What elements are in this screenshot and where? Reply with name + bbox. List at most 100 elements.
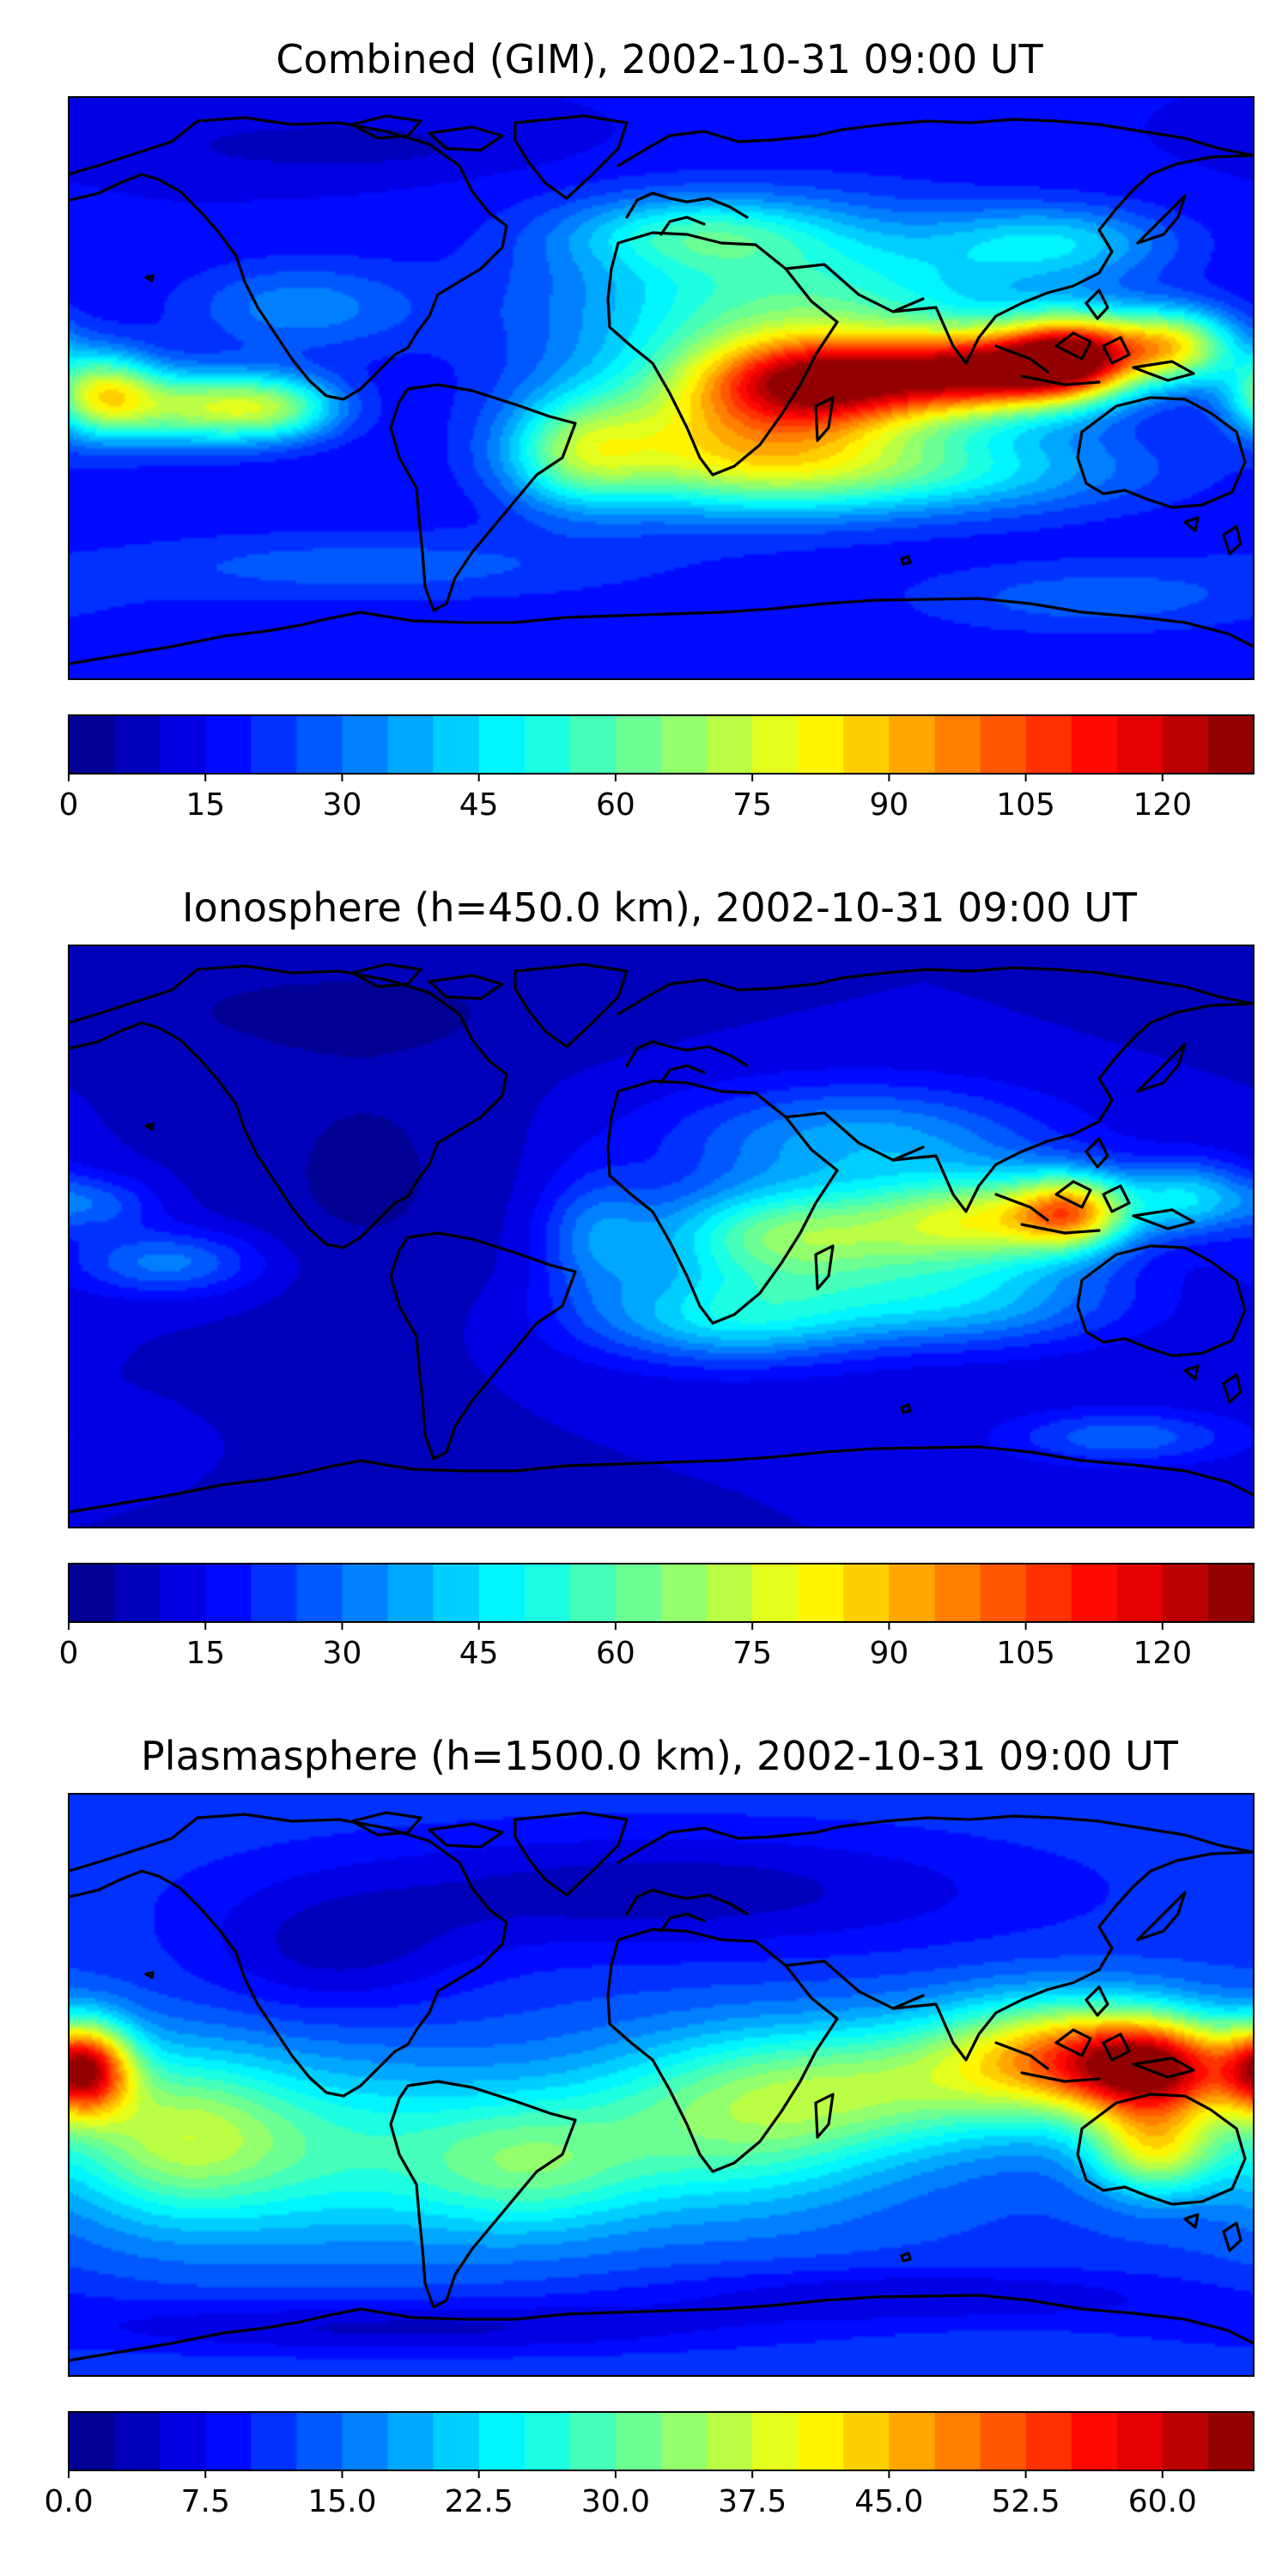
colorbar-bin [798,715,844,774]
colorbar-bin [205,715,252,774]
colorbar-bin [843,715,890,774]
colorbar: 0 15 30 45 60 75 90 105 120 [59,714,1255,823]
colorbar-bin [1116,715,1163,774]
colorbar-bin [114,715,161,774]
colorbar-bin [843,1564,890,1622]
colorbar-bin [205,2412,252,2470]
colorbar-bin [889,1564,936,1622]
map-frame [68,96,1255,680]
colorbar-bin [1025,1564,1072,1622]
colorbar-bin [934,715,981,774]
colorbar-frame [68,1563,1255,1623]
colorbar-tick-label: 90 [869,1636,908,1671]
colorbar-tick-label: 22.5 [445,2484,513,2519]
colorbar-bin [1025,715,1072,774]
colorbar-bin [980,2412,1027,2470]
colorbar-bin [980,715,1027,774]
colorbar-bin [980,1564,1027,1622]
colorbar-bin [707,2412,753,2470]
colorbar-bin [69,715,115,774]
colorbar-frame [68,714,1255,775]
colorbar-bin [1116,1564,1163,1622]
colorbar-bin [707,1564,753,1622]
colorbar-bin [707,715,753,774]
panel-title: Ionosphere (h=450.0 km), 2002-10-31 09:0… [182,884,1138,931]
colorbar-bin [251,715,297,774]
colorbar-bin [798,2412,844,2470]
colorbar-tick-label: 105 [996,1636,1055,1671]
panel-title: Plasmasphere (h=1500.0 km), 2002-10-31 0… [141,1733,1179,1779]
colorbar-tick-label: 15.0 [307,2484,376,2519]
colorbar-bin [1162,2412,1209,2470]
colorbar-bin [615,1564,662,1622]
colorbar-tick-label: 30 [323,1636,362,1671]
colorbar-tick-label: 45 [459,787,499,823]
colorbar-bin [1207,1564,1255,1622]
colorbar-bin [251,2412,297,2470]
colorbar-tick-label: 60 [596,1636,635,1671]
map-frame [68,1793,1255,2377]
colorbar-tick-label: 75 [732,1636,772,1671]
colorbar-bin [889,2412,936,2470]
colorbar-bin [1162,1564,1209,1622]
colorbar-bin [661,715,708,774]
colorbar-bin [478,1564,526,1622]
colorbar-bin [478,2412,526,2470]
colorbar-bin [433,715,480,774]
colorbar-bin [569,715,617,774]
colorbar-tick-label: 30 [323,787,362,823]
colorbar-bin [478,715,526,774]
colorbar-bin [160,715,206,774]
colorbar-bin [615,2412,662,2470]
colorbar-tick-label: 60.0 [1128,2484,1197,2519]
colorbar-bin [69,1564,115,1622]
colorbar-bin [342,2412,389,2470]
tec-map [69,97,1254,679]
map-frame [68,945,1255,1528]
colorbar-tick-label: 90 [869,787,908,823]
colorbar-tick-label: 60 [596,787,635,823]
colorbar-bin [296,2412,343,2470]
tec-map [69,1794,1254,2376]
colorbar-bin [1116,2412,1163,2470]
colorbar-bin [69,2412,115,2470]
colorbar-bin [296,1564,343,1622]
colorbar-tick-label: 37.5 [718,2484,787,2519]
panel-ionosphere: Ionosphere (h=450.0 km), 2002-10-31 09:0… [59,884,1255,1671]
colorbar-bin [114,2412,161,2470]
colorbar-bin [387,715,434,774]
colorbar-bin [1207,715,1255,774]
colorbar-bin [843,2412,890,2470]
colorbar-bin [752,2412,799,2470]
colorbar-bin [205,1564,252,1622]
colorbar-tick-label: 15 [185,1636,225,1671]
colorbar-bin [889,715,936,774]
colorbar-tick-label: 45 [459,1636,499,1671]
colorbar-tick-label: 120 [1133,787,1192,823]
colorbar-bin [661,2412,708,2470]
colorbar-bin [1207,2412,1255,2470]
colorbar-bin [661,1564,708,1622]
colorbar-bin [387,2412,434,2470]
colorbar-bin [114,1564,161,1622]
colorbar-bin [387,1564,434,1622]
colorbar-tick-label: 105 [996,787,1055,823]
colorbar-bin [342,715,389,774]
colorbar-bin [524,715,571,774]
colorbar-tick-label: 30.0 [581,2484,650,2519]
colorbar-bin [798,1564,844,1622]
colorbar-bin [160,1564,206,1622]
colorbar-bin [1071,715,1118,774]
panel-combined-gim: Combined (GIM), 2002-10-31 09:00 UT 0 15 3… [59,36,1255,823]
panel-plasmasphere: Plasmasphere (h=1500.0 km), 2002-10-31 0… [44,1733,1255,2519]
colorbar-bin [296,715,343,774]
colorbar-tick-label: 15 [185,787,225,823]
colorbar: 0 15 30 45 60 75 90 105 120 [59,1563,1255,1671]
colorbar-tick-label: 120 [1133,1636,1192,1671]
colorbar-frame [68,2411,1255,2471]
colorbar-bin [160,2412,206,2470]
colorbar-tick-label: 0 [59,787,79,823]
colorbar-bin [251,1564,297,1622]
colorbar-bin [433,2412,480,2470]
